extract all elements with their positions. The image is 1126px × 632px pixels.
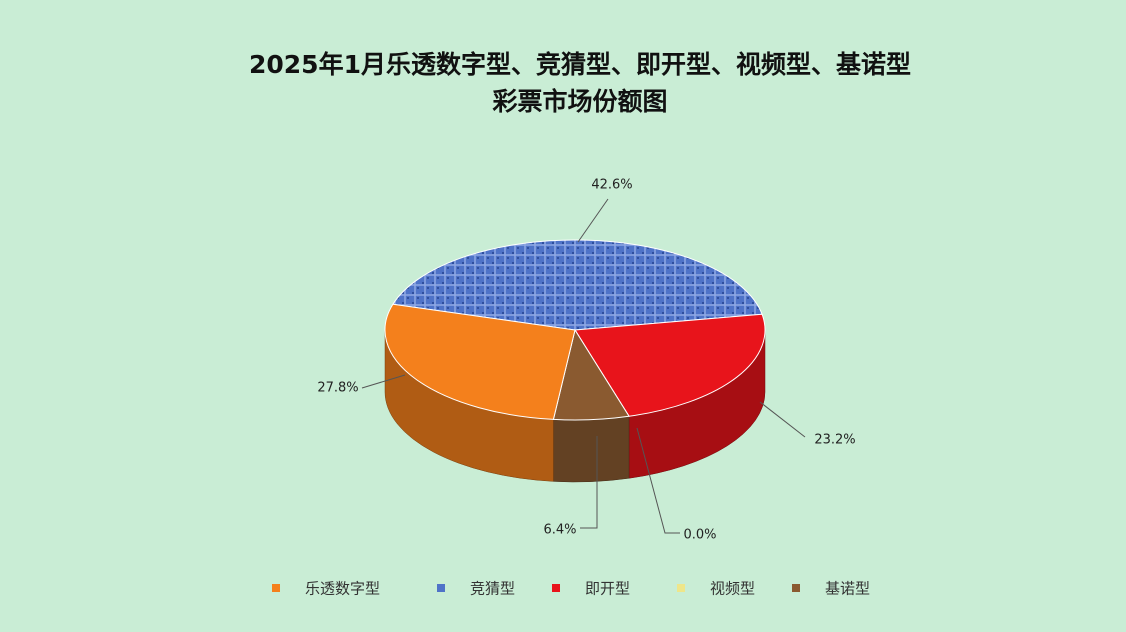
slice-side: [553, 415, 630, 483]
legend-marker: [272, 584, 280, 592]
chart-title: 2025年1月乐透数字型、竞猜型、即开型、视频型、基诺型: [249, 50, 911, 79]
leader-line: [577, 198, 609, 243]
legend-label: 即开型: [585, 580, 630, 598]
data-label: 6.4%: [543, 523, 576, 538]
legend-label: 视频型: [710, 580, 755, 598]
legend-label: 乐透数字型: [305, 580, 380, 598]
data-label: 27.8%: [317, 381, 358, 396]
slice: [574, 313, 766, 417]
legend-marker: [552, 584, 560, 592]
legend-label: 竞猜型: [470, 580, 515, 598]
leader-line: [636, 427, 680, 534]
legend-label: 基诺型: [825, 580, 870, 598]
leader-line: [759, 401, 806, 438]
data-label: 0.0%: [683, 528, 716, 543]
slice: [392, 239, 763, 331]
leader-line: [580, 436, 598, 529]
slice: [384, 303, 576, 420]
data-label: 23.2%: [814, 433, 855, 448]
legend-marker: [792, 584, 800, 592]
legend-marker: [677, 584, 685, 592]
legend-marker: [437, 584, 445, 592]
chart-title: 彩票市场份额图: [492, 87, 667, 116]
leader-line: [361, 374, 406, 389]
data-label: 42.6%: [591, 178, 632, 193]
